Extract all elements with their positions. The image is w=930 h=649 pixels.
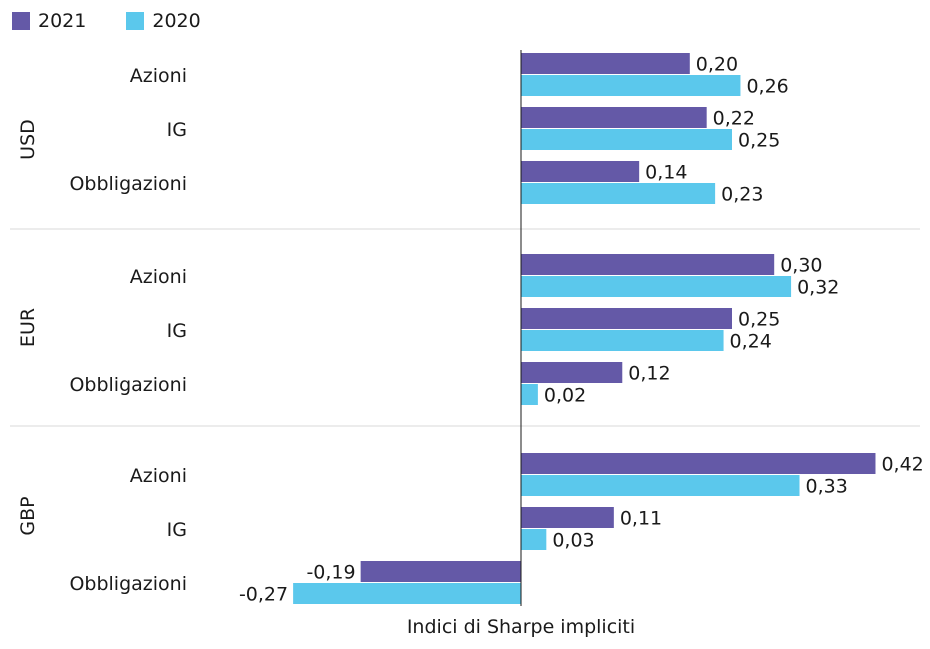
data-label-2020: 0,02	[544, 385, 586, 407]
category-label: IG	[167, 519, 187, 541]
bar-2020	[293, 583, 521, 604]
legend-swatch-2021	[12, 12, 30, 30]
bar-2020	[521, 129, 732, 150]
category-label: Obbligazioni	[69, 374, 187, 396]
legend-item-2021: 2021	[12, 10, 86, 32]
x-axis-title: Indici di Sharpe impliciti	[407, 616, 635, 638]
category-label: Azioni	[130, 65, 187, 87]
category-label: Azioni	[130, 465, 187, 487]
legend-swatch-2020	[126, 12, 145, 30]
category-label: IG	[167, 119, 187, 141]
bar-2020	[521, 529, 547, 550]
bar-2020	[521, 183, 716, 204]
data-label-2020: 0,25	[738, 130, 780, 152]
data-label-2021: 0,25	[738, 309, 780, 331]
data-label-2021: 0,12	[628, 363, 670, 385]
data-label-2021: -0,19	[306, 562, 355, 584]
bar-2021	[521, 254, 775, 275]
group-label-usd: USD	[17, 119, 39, 160]
bar-2020	[521, 475, 800, 496]
bar-2021	[521, 308, 732, 329]
bar-2020	[521, 384, 538, 405]
data-label-2020: 0,24	[730, 331, 772, 353]
data-label-2020: 0,03	[552, 530, 594, 552]
data-label-2021: 0,22	[713, 108, 755, 130]
bar-2021	[521, 362, 623, 383]
data-label-2020: 0,32	[797, 277, 839, 299]
category-label: Obbligazioni	[69, 173, 187, 195]
bar-2021	[521, 453, 876, 474]
data-label-2021: 0,42	[881, 454, 923, 476]
legend-item-2020: 2020	[126, 10, 201, 32]
data-label-2020: 0,26	[746, 76, 788, 98]
legend: 2021 2020	[12, 10, 241, 32]
bar-2021	[521, 161, 640, 182]
bar-2020	[521, 75, 741, 96]
data-label-2020: -0,27	[239, 584, 288, 606]
bar-2021	[360, 561, 521, 582]
data-label-2020: 0,33	[806, 476, 848, 498]
legend-label-2020: 2020	[152, 10, 201, 32]
data-label-2021: 0,11	[620, 508, 662, 530]
group-label-eur: EUR	[17, 308, 39, 347]
bar-2021	[521, 107, 707, 128]
legend-label-2021: 2021	[38, 10, 87, 32]
group-label-gbp: GBP	[17, 496, 39, 535]
category-label: Azioni	[130, 266, 187, 288]
category-label: IG	[167, 320, 187, 342]
bar-2021	[521, 507, 614, 528]
data-label-2021: 0,20	[696, 54, 738, 76]
bar-2020	[521, 276, 792, 297]
data-label-2021: 0,14	[645, 162, 687, 184]
bar-2021	[521, 53, 690, 74]
bar-2020	[521, 330, 724, 351]
category-label: Obbligazioni	[69, 573, 187, 595]
data-label-2021: 0,30	[780, 255, 822, 277]
data-label-2020: 0,23	[721, 184, 763, 206]
